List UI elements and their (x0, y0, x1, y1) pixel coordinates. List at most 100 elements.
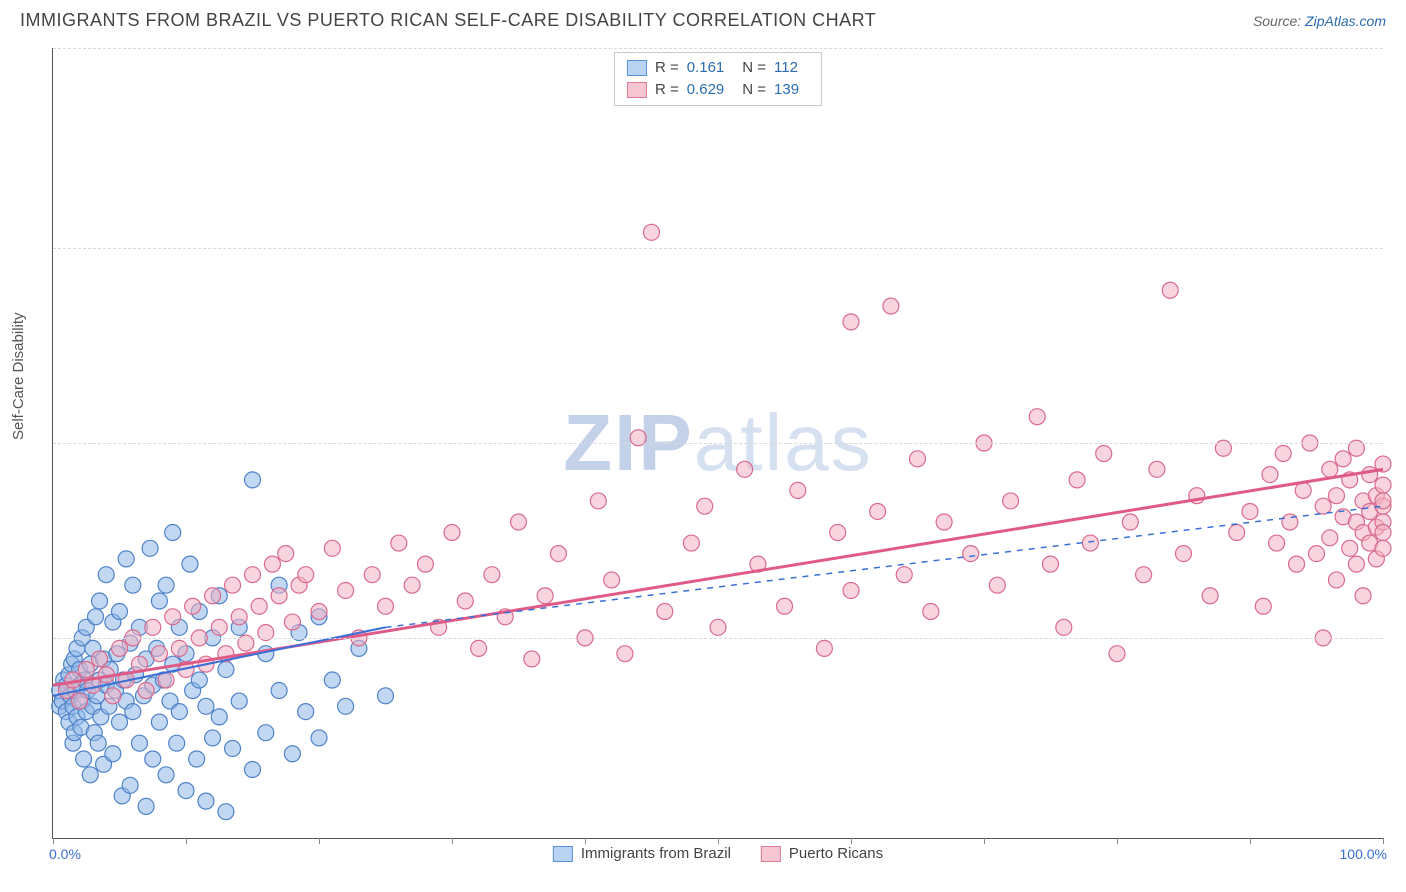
scatter-point (1242, 503, 1258, 519)
stats-row-2: R = 0.629 N = 139 (627, 79, 809, 101)
x-tick (585, 838, 586, 844)
scatter-point (843, 582, 859, 598)
n-label-1: N = (742, 57, 766, 79)
x-axis-min-label: 0.0% (49, 846, 81, 862)
scatter-point (245, 472, 261, 488)
n-value-2: 139 (774, 79, 799, 101)
scatter-point (76, 751, 92, 767)
stats-row-1: R = 0.161 N = 112 (627, 57, 809, 79)
scatter-point (138, 798, 154, 814)
scatter-point (138, 683, 154, 699)
source-attribution: Source: ZipAtlas.com (1253, 13, 1386, 29)
legend-label-2: Puerto Ricans (789, 845, 883, 862)
scatter-point (245, 567, 261, 583)
scatter-point (457, 593, 473, 609)
scatter-point (923, 604, 939, 620)
scatter-point (278, 546, 294, 562)
scatter-point (92, 651, 108, 667)
scatter-point (444, 525, 460, 541)
x-tick (186, 838, 187, 844)
scatter-point (218, 661, 234, 677)
scatter-point (211, 709, 227, 725)
scatter-point (1082, 535, 1098, 551)
scatter-point (1375, 540, 1391, 556)
gridline (53, 443, 1383, 444)
source-prefix: Source: (1253, 13, 1305, 29)
scatter-point (298, 567, 314, 583)
scatter-point (883, 298, 899, 314)
scatter-point (1289, 556, 1305, 572)
scatter-point (112, 714, 128, 730)
scatter-point (870, 503, 886, 519)
scatter-point (550, 546, 566, 562)
scatter-point (284, 746, 300, 762)
scatter-point (1275, 446, 1291, 462)
scatter-point (1255, 598, 1271, 614)
scatter-point (830, 525, 846, 541)
scatter-point (112, 604, 128, 620)
scatter-point (1328, 488, 1344, 504)
scatter-point (524, 651, 540, 667)
scatter-point (364, 567, 380, 583)
scatter-point (171, 640, 187, 656)
scatter-point (324, 672, 340, 688)
legend-item-2: Puerto Ricans (761, 845, 883, 862)
scatter-point (338, 582, 354, 598)
scatter-point (125, 577, 141, 593)
scatter-point (158, 577, 174, 593)
scatter-point (218, 804, 234, 820)
correlation-stats-box: R = 0.161 N = 112 R = 0.629 N = 139 (614, 52, 822, 106)
scatter-point (171, 704, 187, 720)
scatter-point (404, 577, 420, 593)
scatter-point (471, 640, 487, 656)
scatter-point (1362, 467, 1378, 483)
scatter-point (151, 646, 167, 662)
scatter-point (604, 572, 620, 588)
scatter-point (843, 314, 859, 330)
legend-label-1: Immigrants from Brazil (581, 845, 731, 862)
scatter-point (225, 740, 241, 756)
r-label-2: R = (655, 79, 679, 101)
scatter-point (205, 588, 221, 604)
scatter-point (112, 640, 128, 656)
scatter-point (1229, 525, 1245, 541)
plot-area: ZIPatlas R = 0.161 N = 112 R = 0.629 N =… (52, 48, 1383, 839)
scatter-point (105, 688, 121, 704)
scatter-point (1335, 451, 1351, 467)
scatter-point (311, 730, 327, 746)
legend-item-1: Immigrants from Brazil (553, 845, 731, 862)
scatter-point (1375, 525, 1391, 541)
scatter-point (777, 598, 793, 614)
x-tick (319, 838, 320, 844)
scatter-point (211, 619, 227, 635)
scatter-point (1202, 588, 1218, 604)
n-label-2: N = (742, 79, 766, 101)
source-link[interactable]: ZipAtlas.com (1305, 13, 1386, 29)
scatter-point (391, 535, 407, 551)
x-tick (984, 838, 985, 844)
scatter-point (1295, 482, 1311, 498)
x-tick (1383, 838, 1384, 844)
scatter-point (191, 672, 207, 688)
chart-header: IMMIGRANTS FROM BRAZIL VS PUERTO RICAN S… (0, 0, 1406, 31)
scatter-point (1342, 540, 1358, 556)
scatter-point (644, 224, 660, 240)
scatter-point (271, 588, 287, 604)
scatter-point (1122, 514, 1138, 530)
scatter-point (158, 767, 174, 783)
scatter-point (284, 614, 300, 630)
scatter-point (896, 567, 912, 583)
scatter-point (378, 688, 394, 704)
scatter-point (737, 461, 753, 477)
scatter-point (617, 646, 633, 662)
trendline-series1-dashed (386, 506, 1384, 627)
scatter-point (311, 604, 327, 620)
scatter-point (1322, 530, 1338, 546)
scatter-point (1269, 535, 1285, 551)
scatter-point (198, 793, 214, 809)
scatter-point (1029, 409, 1045, 425)
scatter-point (417, 556, 433, 572)
scatter-point (165, 609, 181, 625)
scatter-point (1375, 477, 1391, 493)
swatch-series2 (627, 82, 647, 98)
